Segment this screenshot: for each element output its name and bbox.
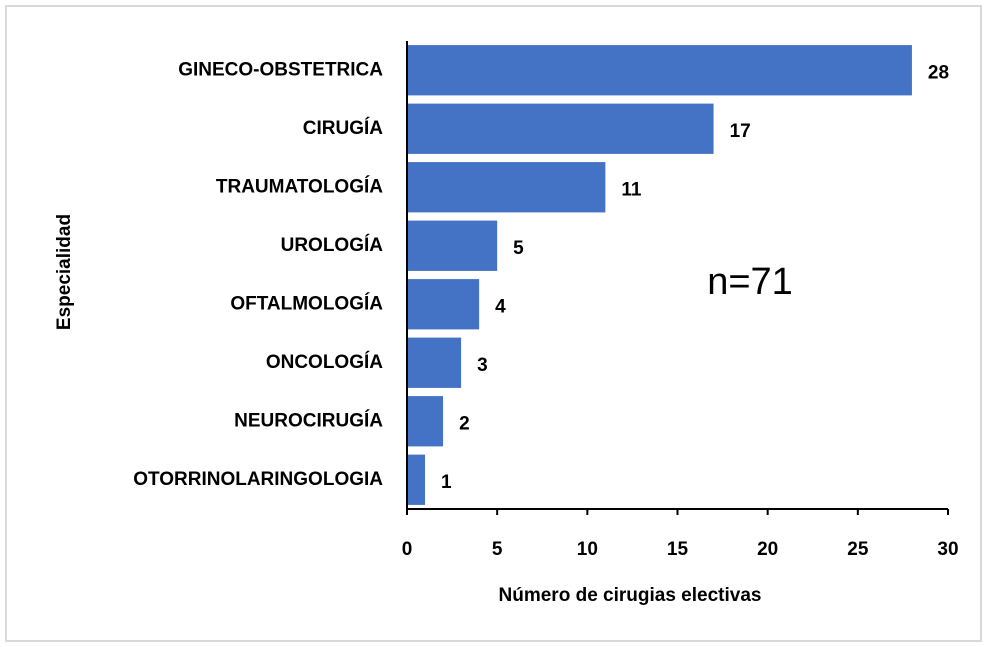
data-label: 28 <box>928 62 949 83</box>
x-axis-title: Número de cirugias electivas <box>499 585 762 606</box>
data-label: 4 <box>495 296 506 317</box>
bar <box>407 220 498 271</box>
bar <box>407 103 714 154</box>
x-tick-label: 5 <box>492 539 503 560</box>
data-label: 11 <box>621 179 642 200</box>
x-tick-label: 30 <box>937 539 958 560</box>
bar <box>407 279 480 330</box>
data-label: 3 <box>477 355 488 376</box>
y-axis-title: Especialidad <box>54 214 75 330</box>
y-tick-label: OTORRINOLARINGOLOGIA <box>133 469 383 490</box>
y-tick-label: ONCOLOGÍA <box>266 351 383 373</box>
data-label: 17 <box>730 121 751 142</box>
y-tick-label: UROLOGÍA <box>281 234 384 256</box>
y-tick-label: OFTALMOLOGÍA <box>230 292 383 314</box>
x-tick-label: 25 <box>847 539 869 560</box>
annotation: n=71 <box>707 261 793 303</box>
y-tick-label: NEUROCIRUGÍA <box>234 409 383 431</box>
data-label: 2 <box>459 413 470 434</box>
data-label: 5 <box>513 238 524 259</box>
bar <box>407 396 444 447</box>
y-tick-label: GINECO-OBSTETRICA <box>178 59 383 80</box>
x-tick-label: 10 <box>577 539 598 560</box>
x-tick-label: 0 <box>402 539 413 560</box>
bar <box>407 454 426 505</box>
y-tick-label: CIRUGÍA <box>303 117 384 139</box>
bar <box>407 45 912 96</box>
x-tick-label: 15 <box>667 539 689 560</box>
bar <box>407 162 606 213</box>
x-tick-label: 20 <box>757 539 778 560</box>
bar <box>407 337 462 388</box>
y-tick-label: TRAUMATOLOGÍA <box>216 175 383 197</box>
data-label: 1 <box>441 472 452 493</box>
